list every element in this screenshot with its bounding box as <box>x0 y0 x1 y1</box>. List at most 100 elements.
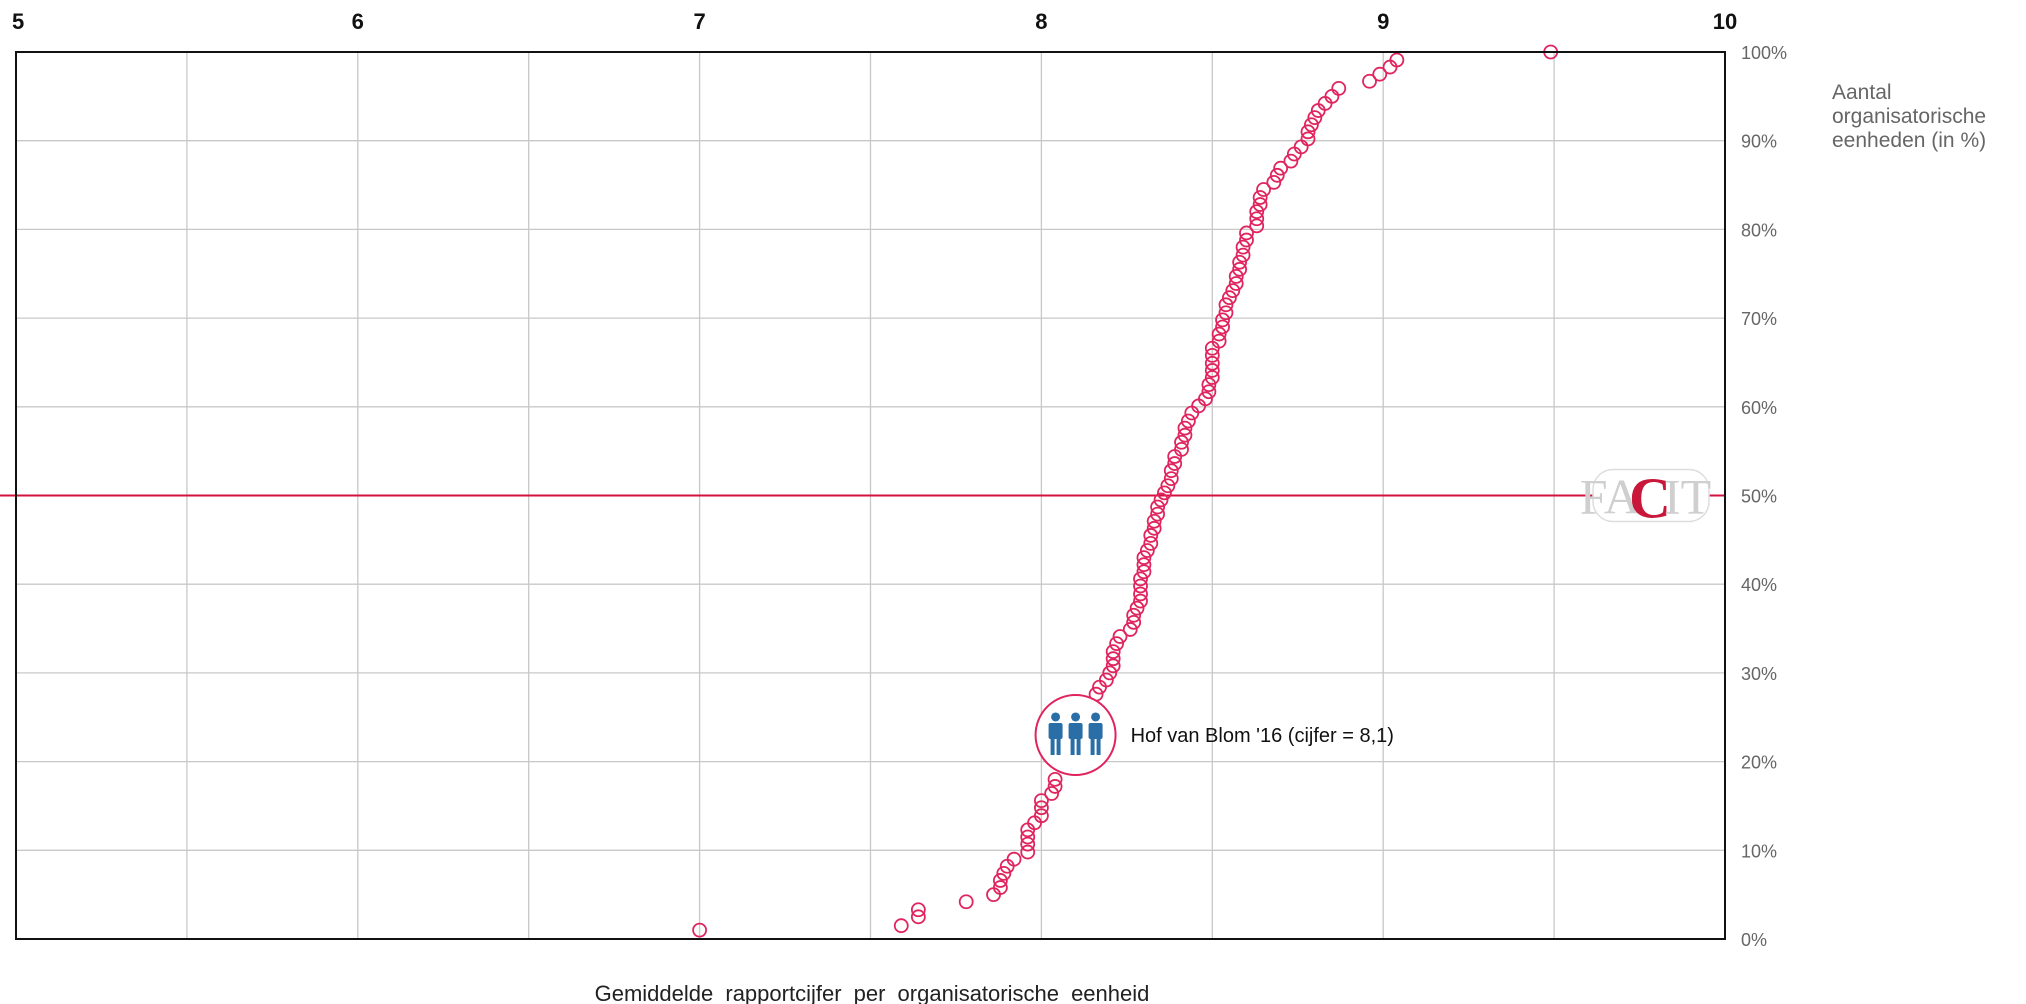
data-point <box>1126 607 1142 623</box>
x-tick-label: 7 <box>693 9 705 34</box>
ylabel-line-2: organisatorische <box>1832 105 1986 128</box>
x-tick-label: 5 <box>12 9 24 34</box>
data-point <box>996 865 1012 881</box>
data-point <box>1133 578 1148 594</box>
ylabel-line-1: Aantal <box>1832 81 1892 104</box>
data-point <box>1225 283 1241 299</box>
data-point <box>1269 167 1285 183</box>
data-point <box>1249 218 1265 234</box>
data-point <box>1283 153 1299 169</box>
y-tick-label: 70% <box>1741 309 1777 329</box>
x-tick-label: 9 <box>1377 9 1389 34</box>
data-point <box>1256 182 1271 197</box>
data-point <box>1204 363 1220 378</box>
highlight-label: Hof van Blom '16 (cijfer = 8,1) <box>1131 725 1394 747</box>
data-point <box>1133 586 1148 602</box>
data-point <box>1112 629 1128 644</box>
data-point <box>1006 851 1022 867</box>
data-point <box>1300 124 1316 140</box>
data-point <box>1177 427 1193 443</box>
data-point <box>1201 384 1217 400</box>
data-point <box>1228 269 1244 284</box>
data-point <box>1034 800 1049 816</box>
data-point <box>1273 160 1289 176</box>
x-tick-label: 10 <box>1713 9 1737 34</box>
x-axis-label: Gemiddelde rapportcijfer per organisator… <box>595 981 1150 1004</box>
x-tick-label: 6 <box>352 9 364 34</box>
y-tick-labels: 0% 10% 20% 30% 40% 50% 60% 70% 80% 90% 100% <box>1741 43 1787 950</box>
y-tick-label: 50% <box>1741 487 1777 507</box>
data-point <box>1150 506 1166 522</box>
data-point <box>1239 225 1254 241</box>
data-point <box>1235 247 1251 263</box>
data-point <box>1174 441 1189 457</box>
data-point <box>1102 665 1118 681</box>
data-point <box>1215 312 1230 328</box>
data-point <box>1143 528 1159 543</box>
y-tick-label: 10% <box>1741 841 1777 861</box>
highlight-marker: Hof van Blom '16 (cijfer = 8,1) <box>1034 693 1394 776</box>
data-point <box>1163 463 1179 479</box>
y-tick-label: 90% <box>1741 132 1777 152</box>
data-point <box>1180 413 1196 429</box>
data-point <box>1218 297 1234 313</box>
data-point <box>1136 564 1152 580</box>
data-point <box>1122 622 1138 637</box>
data-point <box>1252 197 1268 212</box>
data-point <box>1047 779 1063 794</box>
data-point <box>1174 434 1189 450</box>
data-point <box>1249 211 1265 227</box>
data-point <box>1235 239 1251 255</box>
data-point <box>1160 478 1176 494</box>
data-point <box>1204 347 1220 363</box>
data-point <box>1109 636 1124 652</box>
data-point <box>1198 391 1213 407</box>
data-point <box>1300 131 1316 147</box>
y-tick-label: 60% <box>1741 398 1777 418</box>
data-point <box>1228 276 1244 291</box>
ylabel-line-3: eenheden (in %) <box>1832 129 1986 152</box>
x-tick-label: 8 <box>1035 9 1047 34</box>
data-point <box>992 880 1008 895</box>
plot-frame <box>15 51 1726 940</box>
data-point <box>1218 305 1234 321</box>
data-point <box>1232 261 1248 277</box>
data-point <box>1167 456 1183 471</box>
data-point <box>1307 110 1323 126</box>
data-point <box>1020 836 1036 852</box>
data-point <box>1252 190 1268 205</box>
data-point <box>1143 535 1159 551</box>
data-point <box>1034 793 1049 809</box>
data-point <box>910 902 926 918</box>
data-point <box>1105 651 1121 667</box>
data-point <box>1129 600 1145 616</box>
y-tick-label: 40% <box>1741 575 1777 595</box>
data-point <box>1098 672 1114 688</box>
data-point <box>1204 355 1220 371</box>
data-point <box>1249 204 1265 220</box>
data-point <box>1133 571 1148 587</box>
y-tick-label: 100% <box>1741 43 1787 63</box>
data-point <box>1266 174 1282 190</box>
data-point <box>1232 254 1248 270</box>
people-icon <box>1048 712 1103 755</box>
data-point <box>1136 550 1152 565</box>
logo-text-c: C <box>1629 466 1671 531</box>
data-point <box>1020 829 1036 845</box>
y-tick-label: 30% <box>1741 664 1777 684</box>
logo-text-right: IT <box>1664 469 1711 525</box>
data-points <box>692 44 1559 938</box>
data-point <box>1211 326 1227 342</box>
data-point <box>1201 377 1217 393</box>
y-tick-label: 20% <box>1741 753 1777 773</box>
data-point <box>1239 232 1254 248</box>
data-point <box>910 909 926 925</box>
data-point <box>1146 520 1162 536</box>
y-tick-label: 80% <box>1741 220 1777 240</box>
data-point <box>1034 808 1049 824</box>
facit-logo: FA C IT <box>1580 466 1711 531</box>
logo-text-left: FA <box>1580 469 1640 525</box>
data-point <box>1150 499 1166 515</box>
data-point <box>1133 593 1148 609</box>
